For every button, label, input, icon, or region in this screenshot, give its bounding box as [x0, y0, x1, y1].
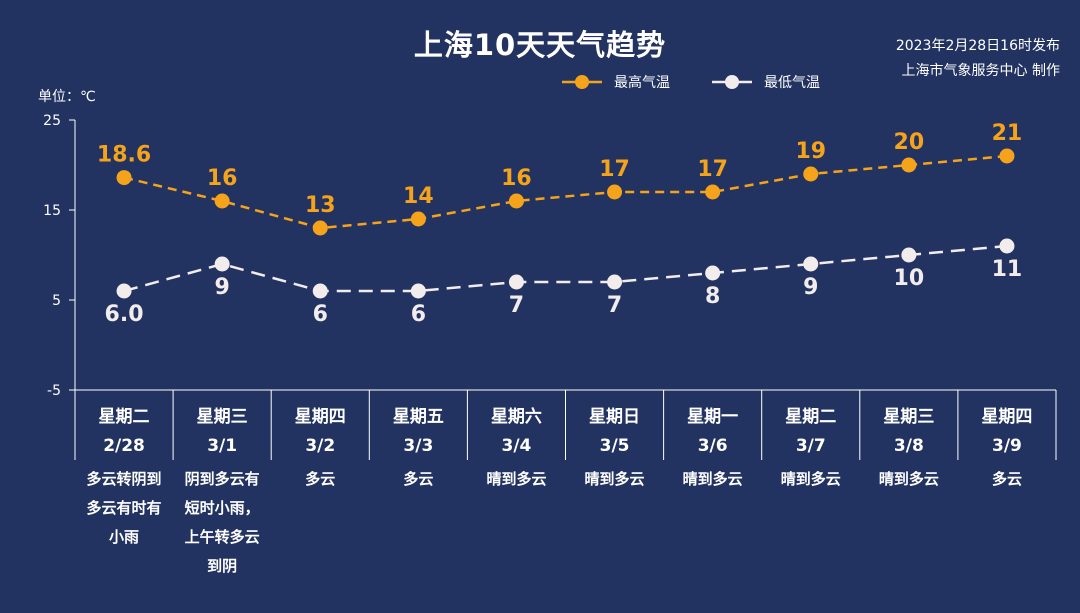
weekday-label: 星期日: [589, 407, 640, 427]
data-label-low: 6: [411, 302, 426, 327]
weekday-label: 星期四: [295, 407, 346, 427]
legend-low-label: 最低气温: [764, 75, 820, 91]
weekday-label: 星期六: [491, 406, 542, 427]
weekday-label: 星期五: [393, 407, 444, 427]
weather-text: 上午转多云: [185, 528, 260, 546]
legend-high-label: 最高气温: [614, 75, 670, 91]
data-point-high: [116, 170, 132, 186]
date-label: 3/8: [894, 436, 924, 456]
legend-low: 最低气温: [710, 72, 820, 92]
publish-time: 2023年2月28日16时发布: [895, 38, 1060, 54]
data-label-low: 10: [894, 266, 925, 291]
weather-text: 晴到多云: [879, 470, 939, 488]
weekday-label: 星期二: [99, 407, 150, 427]
data-label-low: 8: [705, 284, 720, 309]
data-point-low: [803, 256, 819, 272]
series-line-high: [123, 154, 1008, 230]
weather-text: 到阴: [207, 557, 237, 575]
data-label-high: 20: [894, 130, 925, 155]
date-label: 3/5: [600, 436, 630, 456]
data-point-high: [901, 157, 917, 173]
data-label-high: 13: [305, 193, 336, 218]
data-point-low: [901, 247, 917, 263]
data-point-high: [803, 166, 819, 182]
date-label: 3/6: [698, 436, 728, 456]
data-point-high: [508, 193, 524, 209]
data-label-high: 19: [795, 139, 826, 164]
data-point-high: [705, 184, 721, 200]
weather-text: 短时小雨，: [185, 499, 260, 517]
data-point-low: [214, 256, 230, 272]
data-label-low: 6.0: [105, 302, 144, 327]
legend-high: 最高气温: [560, 72, 670, 92]
data-point-low: [999, 238, 1015, 254]
weather-text: 多云: [403, 470, 433, 488]
weather-text: 晴到多云: [585, 470, 645, 488]
date-label: 3/7: [796, 436, 826, 456]
unit-label: 单位：℃: [38, 89, 96, 105]
date-label: 3/3: [403, 436, 433, 456]
data-label-low: 6: [313, 302, 328, 327]
data-label-high: 17: [599, 157, 630, 182]
weekday-label: 星期三: [883, 407, 934, 427]
weather-text: 小雨: [109, 528, 139, 546]
y-tick-label: 5: [52, 293, 61, 309]
data-point-low: [116, 283, 132, 299]
data-label-low: 11: [992, 257, 1023, 282]
data-point-high: [607, 184, 623, 200]
data-label-high: 16: [207, 166, 238, 191]
data-point-high: [312, 220, 328, 236]
data-point-low: [410, 283, 426, 299]
weather-text: 多云: [992, 470, 1022, 488]
weather-text: 晴到多云: [781, 470, 841, 488]
legend-high-marker: [562, 75, 602, 89]
data-point-low: [508, 274, 524, 290]
data-label-low: 7: [607, 293, 622, 318]
data-label-high: 14: [403, 184, 434, 209]
weather-text: 阴到多云有: [185, 470, 260, 488]
weather-text: 多云转阴到: [87, 470, 162, 488]
weekday-label: 星期二: [785, 407, 836, 427]
y-tick-label: 25: [43, 113, 61, 129]
data-label-high: 18.6: [97, 143, 151, 168]
date-label: 3/4: [502, 436, 532, 456]
weekday-label: 星期四: [981, 407, 1032, 427]
date-label: 3/2: [305, 436, 335, 456]
y-tick-label: -5: [47, 383, 61, 399]
date-label: 3/9: [992, 436, 1022, 456]
data-point-low: [607, 274, 623, 290]
weather-text: 晴到多云: [486, 470, 546, 488]
weather-text: 多云: [305, 470, 335, 488]
weekday-label: 星期一: [687, 407, 738, 427]
series-line-low: [123, 244, 1008, 293]
data-label-high: 16: [501, 166, 532, 191]
weekday-label: 星期三: [197, 407, 248, 427]
publisher: 上海市气象服务中心 制作: [901, 63, 1060, 79]
data-label-high: 17: [697, 157, 728, 182]
weather-text: 晴到多云: [683, 470, 743, 488]
data-point-high: [214, 193, 230, 209]
data-label-high: 21: [992, 121, 1023, 146]
data-label-low: 9: [803, 275, 818, 300]
chart-title: 上海10天天气趋势: [413, 28, 667, 62]
data-label-low: 9: [214, 275, 229, 300]
legend-low-marker: [712, 75, 752, 89]
data-label-low: 7: [509, 293, 524, 318]
data-point-low: [312, 283, 328, 299]
weather-text: 多云有时有: [87, 499, 162, 517]
date-label: 3/1: [207, 436, 237, 456]
y-tick-label: 15: [43, 203, 61, 219]
data-point-high: [999, 148, 1015, 164]
data-point-high: [410, 211, 426, 227]
data-point-low: [705, 265, 721, 281]
date-label: 2/28: [103, 436, 145, 456]
